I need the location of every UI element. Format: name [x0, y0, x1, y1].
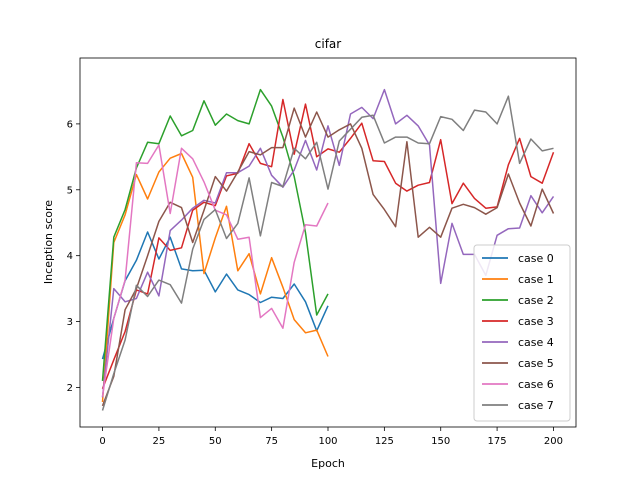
- y-axis-label: Inception score: [42, 200, 55, 284]
- x-tick-label-5: 125: [375, 436, 394, 447]
- legend-label-3: case 3: [518, 315, 554, 328]
- y-axis: 2 3 4 5 6: [67, 119, 80, 394]
- y-tick-label-1: 3: [67, 317, 73, 328]
- x-tick-label-7: 175: [488, 436, 507, 447]
- series-line-0: [101, 231, 329, 360]
- series-line-1: [101, 152, 329, 403]
- series-line-7: [101, 95, 554, 411]
- legend-label-1: case 1: [518, 273, 554, 286]
- series-line-5: [101, 107, 555, 407]
- x-tick-label-6: 150: [431, 436, 450, 447]
- x-tick-label-8: 200: [544, 436, 563, 447]
- y-tick-label-4: 6: [67, 119, 73, 130]
- legend: case 0 case 1 case 2 case 3 case 4 case 5 case…: [473, 244, 571, 422]
- y-tick-label-2: 4: [67, 251, 73, 262]
- x-axis: 0 25 50 75 100 125 150 175 200: [99, 427, 563, 447]
- legend-label-4: case 4: [518, 336, 554, 349]
- x-tick-label-0: 0: [99, 436, 105, 447]
- x-tick-label-1: 25: [153, 436, 166, 447]
- legend-box: [473, 244, 571, 422]
- series-layer: [101, 88, 555, 411]
- legend-label-6: case 6: [518, 378, 554, 391]
- series-line-3: [101, 98, 555, 390]
- chart-title: cifar: [315, 37, 342, 51]
- y-tick-label-3: 5: [67, 185, 73, 196]
- x-tick-label-2: 50: [209, 436, 222, 447]
- legend-label-2: case 2: [518, 294, 554, 307]
- x-tick-label-4: 100: [318, 436, 337, 447]
- legend-label-7: case 7: [518, 399, 554, 412]
- x-axis-label: Epoch: [311, 457, 345, 470]
- legend-label-0: case 0: [518, 252, 554, 265]
- legend-label-5: case 5: [518, 357, 554, 370]
- x-tick-label-3: 75: [265, 436, 278, 447]
- y-tick-label-0: 2: [67, 383, 73, 394]
